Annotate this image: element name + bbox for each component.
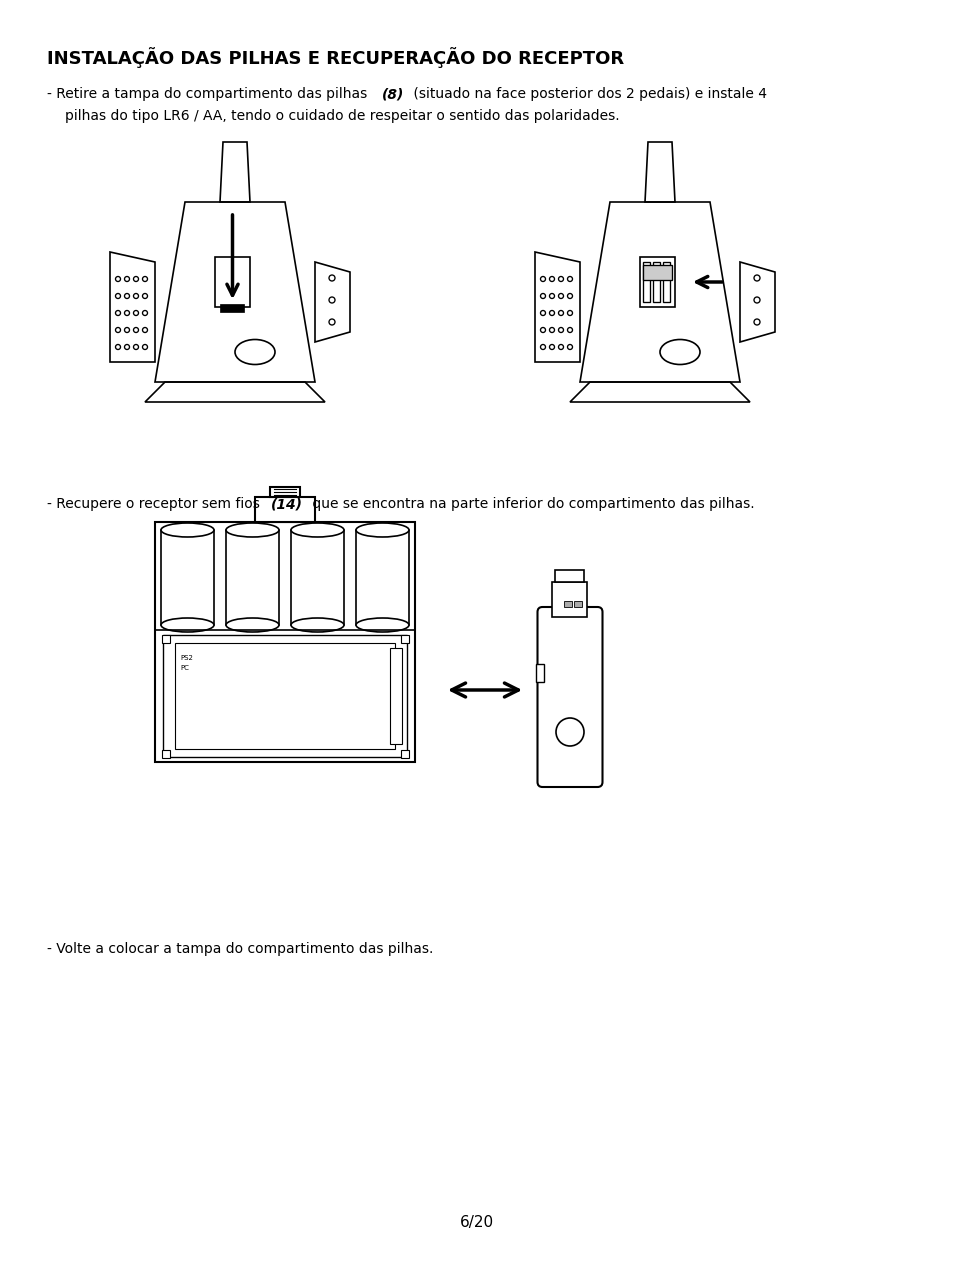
Bar (254, 497, 314, 522)
Text: - Recupere o receptor sem fios: - Recupere o receptor sem fios (47, 497, 264, 511)
Ellipse shape (291, 523, 344, 537)
Ellipse shape (161, 523, 213, 537)
Text: - Retire a tampa do compartimento das pilhas: - Retire a tampa do compartimento das pi… (47, 86, 372, 100)
Bar (642, 262, 649, 301)
Text: PS2: PS2 (180, 655, 193, 661)
Bar (652, 262, 659, 301)
Bar (642, 265, 671, 280)
Bar (552, 583, 587, 617)
Bar (162, 635, 170, 644)
Bar (220, 304, 244, 312)
Bar (214, 257, 250, 307)
FancyBboxPatch shape (537, 607, 602, 787)
Bar (226, 530, 278, 625)
Bar (162, 750, 170, 758)
Bar (555, 570, 584, 583)
Circle shape (556, 717, 583, 745)
Ellipse shape (226, 523, 278, 537)
Text: (8): (8) (381, 86, 404, 100)
Bar (390, 647, 401, 744)
Bar (400, 750, 409, 758)
Text: (14): (14) (271, 497, 303, 511)
Text: que se encontra na parte inferior do compartimento das pilhas.: que se encontra na parte inferior do com… (308, 497, 754, 511)
Text: (situado na face posterior dos 2 pedais) e instale 4: (situado na face posterior dos 2 pedais)… (409, 86, 766, 100)
Bar (161, 530, 213, 625)
Bar (536, 664, 544, 682)
Text: INSTALAÇÃO DAS PILHAS E RECUPERAÇÃO DO RECEPTOR: INSTALAÇÃO DAS PILHAS E RECUPERAÇÃO DO R… (47, 47, 623, 67)
Bar (154, 522, 415, 762)
Bar (563, 600, 572, 607)
Bar (174, 644, 395, 749)
Bar (662, 262, 669, 301)
Ellipse shape (161, 618, 213, 632)
Text: pilhas do tipo LR6 / AA, tendo o cuidado de respeitar o sentido das polaridades.: pilhas do tipo LR6 / AA, tendo o cuidado… (65, 109, 619, 123)
Text: - Volte a colocar a tampa do compartimento das pilhas.: - Volte a colocar a tampa do compartimen… (47, 943, 433, 957)
Bar (639, 257, 675, 307)
Text: PC: PC (180, 665, 189, 672)
Ellipse shape (355, 618, 409, 632)
Bar (400, 635, 409, 644)
Bar (291, 530, 344, 625)
Text: 6/20: 6/20 (459, 1215, 494, 1230)
Bar (574, 600, 581, 607)
Bar (355, 530, 409, 625)
Ellipse shape (291, 618, 344, 632)
Bar (270, 487, 299, 497)
Ellipse shape (355, 523, 409, 537)
Ellipse shape (226, 618, 278, 632)
Bar (163, 635, 407, 757)
